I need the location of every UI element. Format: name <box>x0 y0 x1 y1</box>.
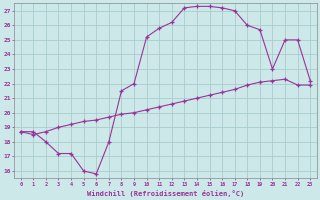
X-axis label: Windchill (Refroidissement éolien,°C): Windchill (Refroidissement éolien,°C) <box>87 190 244 197</box>
